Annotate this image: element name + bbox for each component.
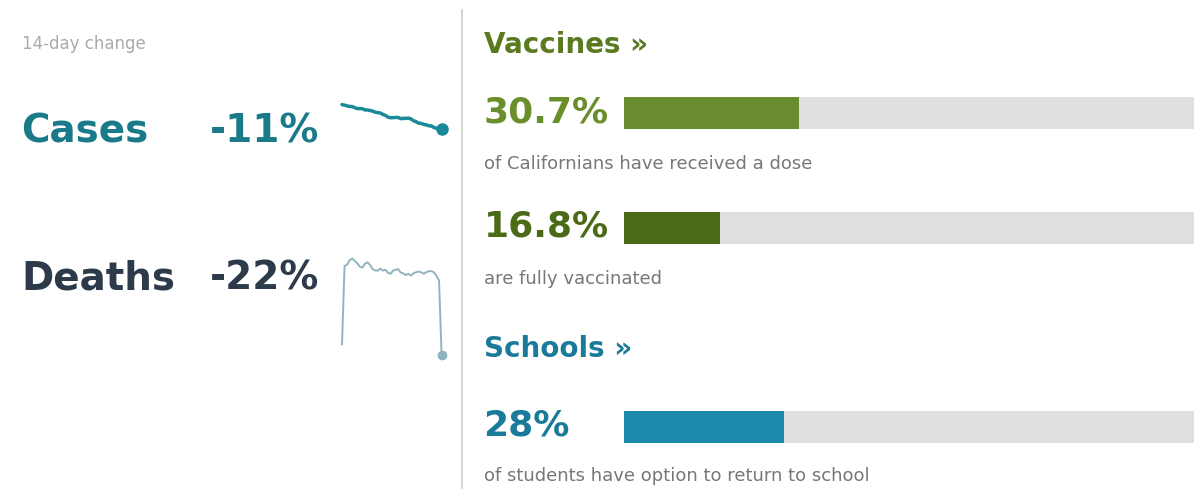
Bar: [624, 411, 1194, 443]
Text: Deaths: Deaths: [22, 260, 175, 298]
Bar: [624, 212, 1194, 244]
Text: of Californians have received a dose: of Californians have received a dose: [484, 155, 812, 173]
Bar: [624, 97, 1194, 129]
Text: Cases: Cases: [22, 113, 149, 151]
Text: Vaccines »: Vaccines »: [484, 31, 648, 59]
Text: of students have option to return to school: of students have option to return to sch…: [484, 467, 869, 485]
Bar: [624, 411, 784, 443]
Bar: [624, 97, 799, 129]
Text: 30.7%: 30.7%: [484, 95, 608, 129]
Text: 16.8%: 16.8%: [484, 210, 608, 244]
Text: -11%: -11%: [210, 113, 319, 151]
Text: are fully vaccinated: are fully vaccinated: [484, 270, 661, 288]
Bar: [624, 212, 720, 244]
Text: 28%: 28%: [484, 409, 570, 443]
Text: Schools »: Schools »: [484, 335, 632, 363]
Text: -22%: -22%: [210, 260, 319, 298]
Text: 14-day change: 14-day change: [22, 35, 145, 53]
